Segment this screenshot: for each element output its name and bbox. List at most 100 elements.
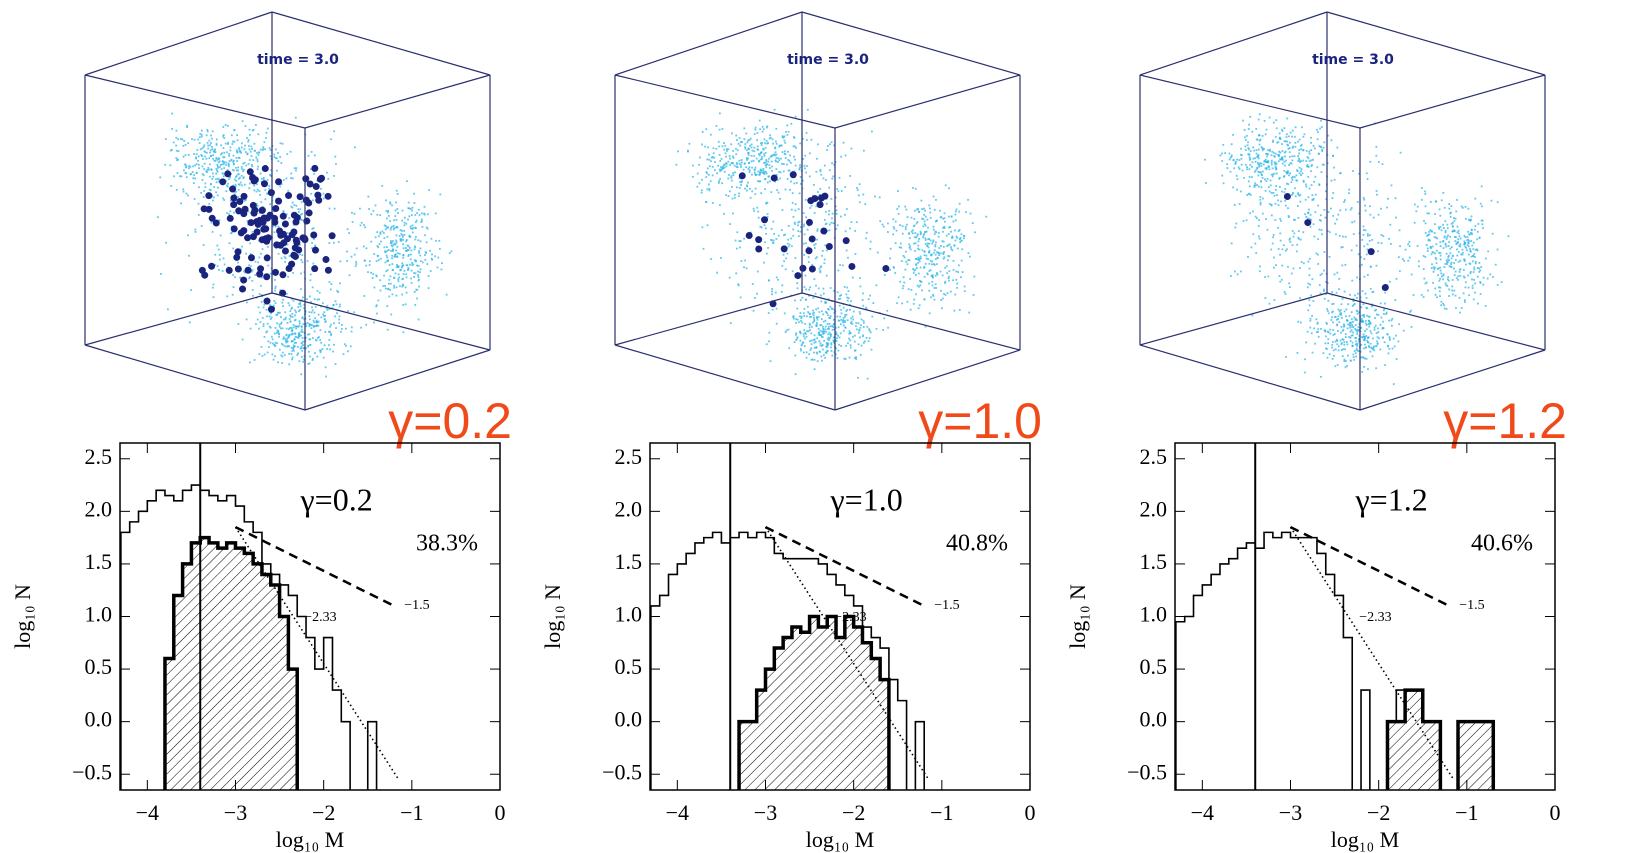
gas-particle [1283,127,1286,130]
gas-particle [1275,119,1278,122]
gas-particle [1273,266,1275,269]
gas-particle [1305,341,1308,344]
sink-particle [284,235,292,243]
gas-particle [195,163,198,165]
gas-particle [1325,321,1328,324]
x-tick-label: −4 [1191,800,1214,825]
gas-particle [840,215,842,218]
sink-particle [236,198,244,206]
gas-particle [760,226,763,229]
gas-particle [759,142,762,145]
gas-particle [413,245,416,248]
gas-particle [409,227,412,230]
gas-particle [186,124,189,127]
gas-particle [732,172,735,174]
gas-particle [950,236,953,239]
gas-particle [269,304,272,306]
gas-particle [322,192,325,195]
gas-particle [1288,238,1291,241]
gas-particle [862,334,864,337]
gas-particle [765,232,767,235]
gas-particle [958,210,961,213]
gas-particle [296,354,299,356]
gas-particle [804,333,807,335]
gas-particle [1442,191,1445,194]
gas-particle [216,265,219,268]
gas-particle [859,353,862,356]
gas-particle [1375,154,1378,157]
gas-particle [184,143,187,146]
gas-particle [203,162,206,165]
gas-particle [1325,348,1328,350]
gas-particle [1259,171,1262,174]
gas-particle [765,202,768,205]
gas-particle [1363,198,1366,201]
gas-particle [817,307,820,310]
gas-particle [1367,234,1369,237]
gas-particle [816,360,819,363]
gas-particle [1308,274,1311,277]
gas-particle [1362,197,1365,199]
gas-particle [222,257,225,260]
gas-particle [1296,243,1299,246]
gas-particle [351,211,353,214]
gas-particle [203,190,206,192]
gas-particle [779,197,781,200]
gas-particle [1397,256,1400,259]
histogram-bin [880,679,889,790]
gas-particle [813,346,816,349]
gas-particle [1352,326,1355,328]
gas-particle [728,155,731,157]
cube-panel: time = 3.0γ=1.2 [1139,11,1567,449]
gas-particle [839,295,841,297]
sink-particle [275,197,283,205]
gas-particle [806,305,809,308]
gas-particle [834,326,837,329]
gas-particle [764,161,767,164]
gas-particle [830,307,833,310]
gas-particle [747,157,749,160]
gas-particle [1323,208,1326,211]
gas-particle [206,141,209,144]
gas-particle [813,368,816,371]
gas-particle [266,322,269,325]
gas-particle [1268,203,1271,205]
gas-particle [374,204,377,207]
gas-particle [1377,161,1380,163]
gas-particle [1256,166,1259,169]
gas-particle [223,161,226,164]
gas-particle [795,332,798,335]
gas-particle [1320,328,1322,330]
gas-particle [299,309,301,312]
gas-particle [791,201,794,204]
gas-particle [313,321,316,324]
gas-particle [259,148,262,151]
sink-particle [820,227,828,235]
gas-particle [1413,203,1416,206]
gas-particle [1302,179,1305,182]
gas-particle [770,160,773,163]
gas-particle [739,141,742,144]
gas-particle [197,202,200,205]
gas-particle [306,260,309,262]
gas-particle [928,242,931,245]
y-tick-label: 0.5 [85,654,113,679]
gas-particle [281,142,284,145]
gas-particle [1268,116,1271,119]
gas-particle [766,181,769,184]
gas-particle [202,244,205,246]
gas-particle [887,231,889,233]
gas-particle [292,347,295,350]
gas-particle [803,254,805,256]
gas-particle [783,150,786,153]
gas-particle [852,335,854,338]
gas-particle [445,293,448,296]
gas-particle [1327,211,1330,213]
gas-particle [849,346,852,349]
gas-particle [901,302,904,305]
gas-particle [411,224,414,227]
gas-particle [904,205,907,208]
gas-particle [1444,242,1447,245]
gas-particle [774,159,777,162]
gas-particle [862,292,864,295]
